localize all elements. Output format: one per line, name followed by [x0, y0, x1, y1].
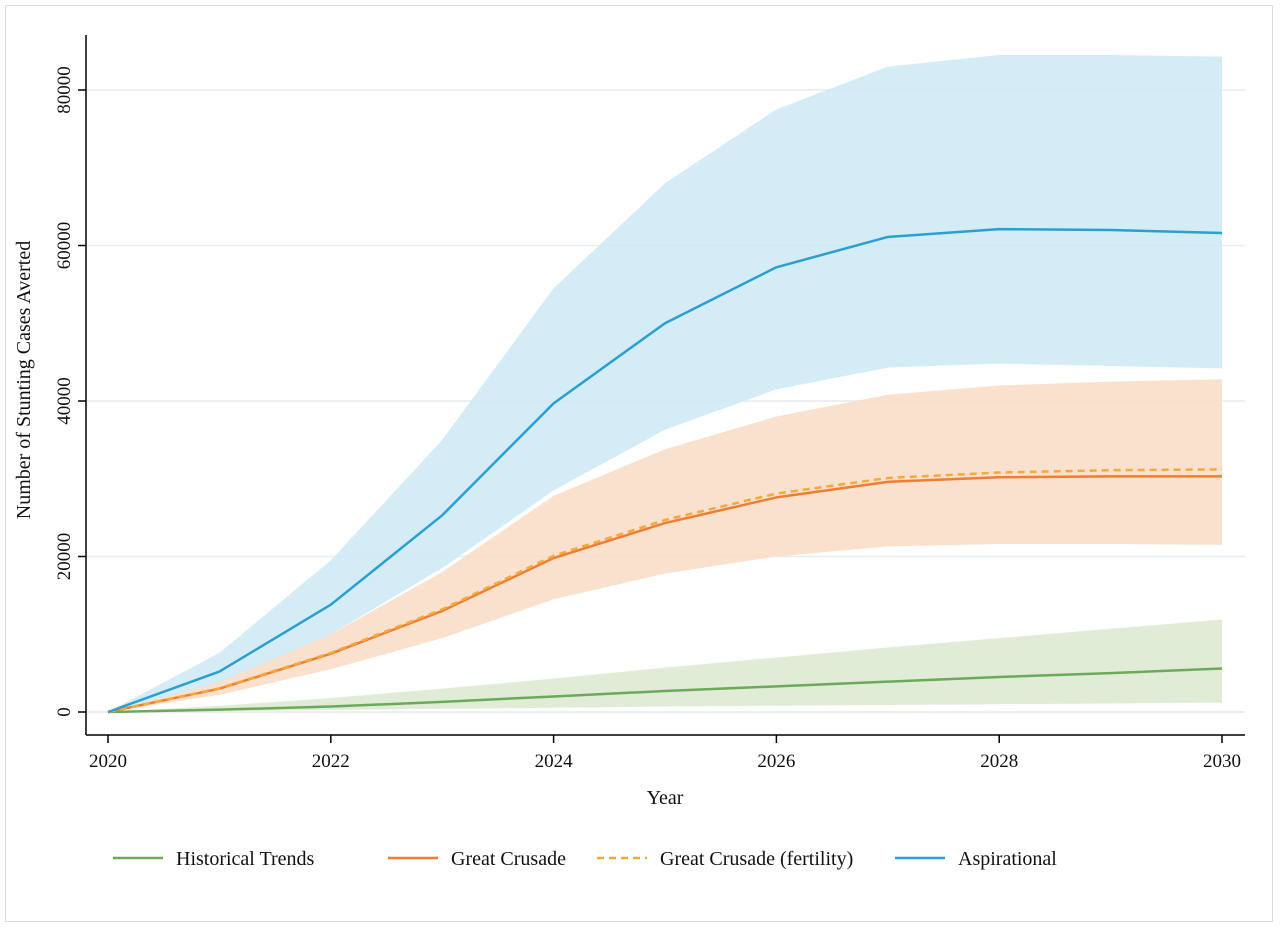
legend-label: Aspirational	[958, 848, 1057, 870]
x-tick-label: 2028	[980, 751, 1018, 772]
legend: Historical Trends Great Crusade Great Crus…	[113, 848, 1057, 870]
y-tick-label: 40000	[54, 377, 75, 425]
confidence-bands	[108, 55, 1222, 712]
series-line	[107, 227, 1223, 714]
confidence-band	[108, 55, 1222, 712]
y-axis-label: Number of Stunting Cases Averted	[13, 241, 35, 519]
x-tick-label: 2026	[757, 751, 795, 772]
legend-label: Great Crusade	[451, 848, 566, 870]
x-tick-label: 2024	[535, 751, 574, 772]
axes: 0 20000 40000 60000 80000 2020 2022 2024 2026 202…	[54, 35, 1245, 772]
series-line	[107, 468, 1223, 714]
x-tick-label: 2030	[1203, 751, 1241, 772]
confidence-band	[108, 619, 1222, 712]
x-tick-label: 2022	[312, 751, 350, 772]
series-lines	[107, 227, 1223, 714]
y-tick-label: 0	[54, 707, 75, 717]
x-tick-label: 2020	[89, 751, 127, 772]
y-tick-label: 80000	[54, 66, 75, 114]
y-tick-label: 20000	[54, 533, 75, 581]
confidence-band	[108, 379, 1222, 712]
legend-label: Historical Trends	[176, 848, 315, 870]
y-tick-label: 60000	[54, 222, 75, 270]
series-line	[107, 667, 1223, 714]
x-axis-label: Year	[647, 787, 684, 809]
series-line	[107, 475, 1222, 714]
legend-label: Great Crusade (fertility)	[660, 848, 853, 870]
